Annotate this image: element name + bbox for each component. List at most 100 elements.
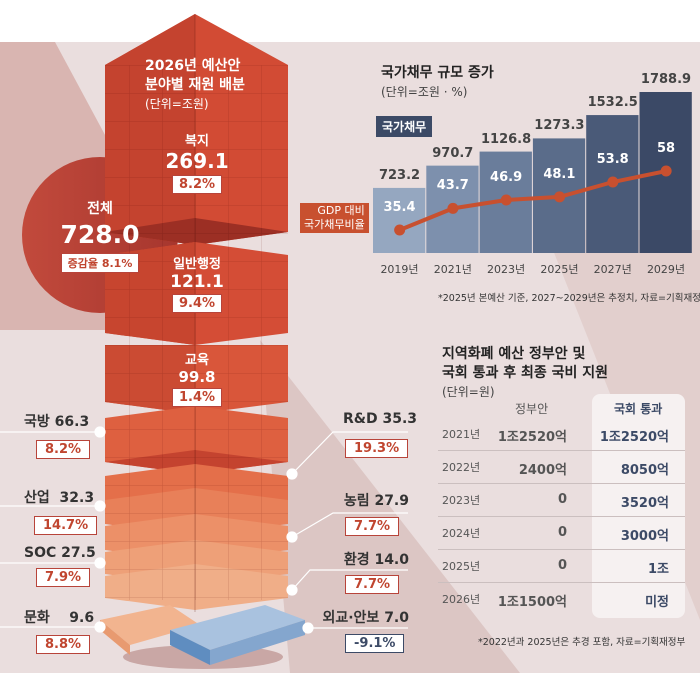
item-rate: 8.2% <box>171 175 223 194</box>
ratio-point <box>500 194 512 206</box>
chart-note: *2025년 본예산 기준, 2027~2029년은 추정치, 자료=기획재정부 <box>438 293 700 304</box>
side-item-diplomacy-rate: -9.1% <box>345 632 405 653</box>
row-passed: 1조2520억 <box>599 430 669 445</box>
header-passed: 국회 통과 <box>614 402 663 416</box>
x-tick-label: 2023년 <box>487 263 526 276</box>
side-item-agri-rate: 7.7% <box>345 515 400 536</box>
ratio-value-label: 35.4 <box>383 200 416 216</box>
side-item-culture: 문화 9.6 8.8% <box>24 607 94 654</box>
total-summary: 전체 728.0 증감율 8.1% <box>22 198 178 273</box>
row-passed: 3520억 <box>620 496 669 511</box>
item-name: 농림 <box>343 493 370 509</box>
total-rate: 8.1% <box>101 257 133 270</box>
item-value: 9.6 <box>69 610 95 626</box>
table-row: 2021년 1조2520억 1조2520억 <box>438 418 685 451</box>
item-name: 일반행정 <box>173 257 221 272</box>
budget-unit: (단위=조원) <box>145 97 209 111</box>
item-rate: 7.7% <box>345 517 400 536</box>
debt-value-label: 1273.3 <box>534 118 585 134</box>
row-passed: 1조 <box>647 562 669 577</box>
item-name: 외교·안보 <box>322 610 380 626</box>
row-government: 0 <box>557 525 567 540</box>
table-row: 2022년 2400억 8050억 <box>438 451 685 484</box>
item-value: 121.1 <box>170 272 224 292</box>
item-value: 27.9 <box>374 493 409 509</box>
ratio-point <box>607 176 619 188</box>
item-value: 99.8 <box>178 368 216 386</box>
budget-title-line1: 2026년 예산안 <box>145 58 241 74</box>
x-tick-label: 2029년 <box>646 263 686 276</box>
debt-value-label: 1532.5 <box>587 95 638 111</box>
item-name: R&D <box>343 411 378 427</box>
ratio-value-label: 48.1 <box>543 166 576 182</box>
side-item-env: 환경 14.0 <box>343 549 409 569</box>
debt-value-label: 1788.9 <box>640 71 692 87</box>
chart-unit: (단위=조원 · %) <box>381 85 468 99</box>
legend-ratio: GDP 대비 국가채무비율 <box>300 203 369 233</box>
item-value: 35.3 <box>382 411 418 427</box>
table-row: 2025년 0 1조 <box>438 550 685 583</box>
item-value: 66.3 <box>54 414 90 430</box>
total-rate-label: 증감율 <box>67 257 98 270</box>
item-rate: -9.1% <box>345 634 405 653</box>
item-name: SOC <box>24 545 57 561</box>
row-government: 2400억 <box>518 463 567 478</box>
item-rate: 7.7% <box>345 575 400 594</box>
legend-debt: 국가채무 <box>376 116 433 137</box>
item-name: 복지 <box>185 134 209 149</box>
item-rate: 14.7% <box>34 516 98 535</box>
x-tick-label: 2019년 <box>380 263 419 276</box>
ratio-line <box>398 169 667 232</box>
item-name: 문화 <box>24 610 50 626</box>
item-value: 269.1 <box>165 149 229 173</box>
debt-value-label: 723.2 <box>378 167 421 183</box>
row-passed: 3000억 <box>620 529 669 544</box>
item-value: 7.0 <box>384 610 409 626</box>
tower-item-education: 교육 99.8 1.4% <box>105 349 289 407</box>
ratio-point <box>660 165 672 177</box>
legend-ratio-line1: GDP 대비 <box>317 204 365 217</box>
row-year: 2023년 <box>442 494 481 507</box>
x-tick-label: 2027년 <box>593 263 632 276</box>
ratio-point <box>554 191 566 203</box>
total-value: 728.0 <box>60 220 140 249</box>
item-rate: 19.3% <box>345 439 409 458</box>
budget-title-line2: 분야별 재원 배분 <box>145 77 245 93</box>
budget-title: 2026년 예산안 분야별 재원 배분 (단위=조원) <box>145 57 245 112</box>
side-item-industry: 산업 32.3 14.7% <box>24 487 98 535</box>
item-name: 환경 <box>343 552 370 568</box>
item-value: 14.0 <box>374 552 409 568</box>
table-row: 2026년 1조1500억 미정 <box>438 583 685 616</box>
side-item-rnd-rate: 19.3% <box>345 437 409 458</box>
table-row: 2024년 0 3000억 <box>438 517 685 550</box>
side-item-rnd: R&D 35.3 <box>343 411 417 427</box>
row-government: 1조1500억 <box>497 595 567 610</box>
item-name: 국방 <box>24 414 50 430</box>
table-title-line1: 지역화폐 예산 정부안 및 <box>442 346 586 362</box>
row-government: 1조2520억 <box>497 430 567 445</box>
ratio-value-label: 46.9 <box>490 170 523 186</box>
row-government: 0 <box>557 492 567 507</box>
side-item-env-rate: 7.7% <box>345 573 400 594</box>
item-value: 27.5 <box>61 545 96 561</box>
tower-item-admin: 일반행정 121.1 9.4% <box>105 253 289 313</box>
block-diplomacy <box>170 605 305 650</box>
debt-chart-title: 국가채무 규모 증가 (단위=조원 · %) <box>381 64 494 100</box>
ratio-value-label: 58 <box>656 141 676 157</box>
row-year: 2024년 <box>442 527 481 540</box>
chart-title: 국가채무 규모 증가 <box>381 65 494 81</box>
debt-value-label: 970.7 <box>432 145 474 161</box>
ratio-value-label: 43.7 <box>436 178 469 194</box>
item-rate: 7.9% <box>36 568 91 587</box>
debt-value-label: 1126.8 <box>481 131 532 147</box>
legend-ratio-line2: 국가채무비율 <box>304 218 365 231</box>
table-title-line2: 국회 통과 후 최종 국비 지원 <box>442 365 609 381</box>
item-name: 교육 <box>185 353 209 368</box>
row-government: 0 <box>557 558 567 573</box>
ratio-point <box>394 224 406 236</box>
item-name: 산업 <box>24 490 50 506</box>
item-value: 32.3 <box>59 490 95 506</box>
row-passed: 미정 <box>645 595 669 610</box>
ratio-point <box>447 202 459 214</box>
side-item-diplomacy: 외교·안보 7.0 <box>310 607 409 627</box>
